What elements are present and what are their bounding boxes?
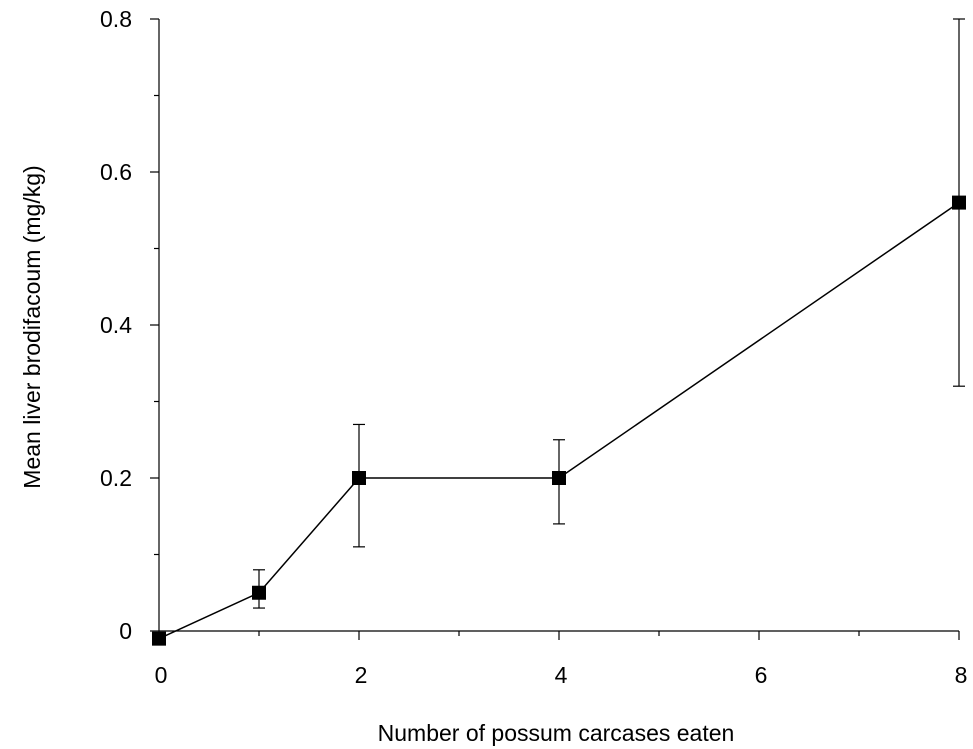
series-line <box>158 201 960 640</box>
data-point <box>352 471 366 485</box>
x-axis-label: Number of possum carcases eaten <box>378 720 735 746</box>
x-tick-label: 4 <box>555 662 568 688</box>
x-tick-label: 8 <box>955 662 968 688</box>
data-point <box>252 585 266 600</box>
y-tick-label: 0 <box>119 618 132 644</box>
x-tick-label: 6 <box>755 662 768 688</box>
plot-area <box>152 18 966 646</box>
data-point <box>552 471 566 485</box>
y-axis-label: Mean liver brodifacoum (mg/kg) <box>19 165 45 488</box>
x-tick-label: 2 <box>355 662 368 688</box>
y-tick-label: 0.4 <box>100 312 132 338</box>
y-tick-label: 0.8 <box>100 6 132 32</box>
data-point <box>152 631 166 646</box>
y-tick-label: 0.2 <box>100 465 132 491</box>
tick-labels: 0 0.2 0.4 0.6 0.8 0 2 4 6 8 <box>100 6 967 688</box>
y-tick-label: 0.6 <box>100 159 132 185</box>
data-point <box>952 195 966 210</box>
axes <box>150 18 960 640</box>
x-tick-label: 0 <box>155 662 168 688</box>
